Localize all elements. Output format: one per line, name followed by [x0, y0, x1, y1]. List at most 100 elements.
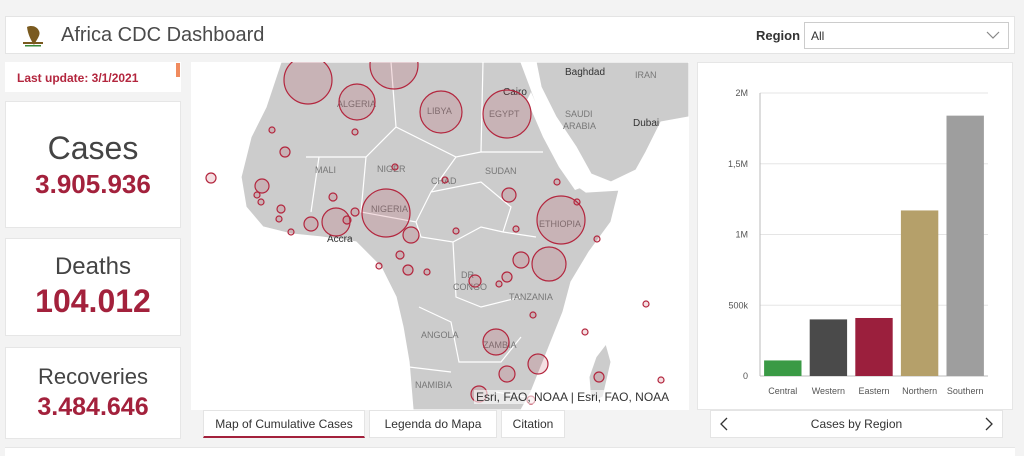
case-circle[interactable]	[496, 281, 502, 287]
dashboard-header: Africa CDC Dashboard Region All	[5, 16, 1015, 54]
tab-map-of-cumulative-cases[interactable]: Map of Cumulative Cases	[203, 410, 365, 438]
region-label: Region	[756, 28, 800, 43]
case-circle[interactable]	[329, 193, 337, 201]
x-tick-label: Southern	[947, 386, 984, 396]
recoveries-label: Recoveries	[6, 364, 180, 390]
x-tick-label: Northern	[902, 386, 937, 396]
case-circle[interactable]	[594, 372, 604, 382]
case-circle[interactable]	[483, 90, 531, 138]
map-label-iran: IRAN	[635, 70, 657, 80]
case-circle[interactable]	[554, 179, 560, 185]
scroll-indicator	[176, 63, 180, 77]
map-label-namibia: NAMIBIA	[415, 380, 452, 390]
cases-label: Cases	[6, 130, 180, 167]
bar-eastern[interactable]	[855, 318, 892, 376]
cases-value: 3.905.936	[6, 169, 180, 200]
case-circle[interactable]	[351, 208, 359, 216]
case-circle[interactable]	[513, 226, 519, 232]
case-circle[interactable]	[499, 366, 515, 382]
case-circle[interactable]	[277, 205, 285, 213]
case-circle[interactable]	[594, 236, 600, 242]
case-circle[interactable]	[352, 129, 358, 135]
y-tick-label: 1M	[735, 230, 748, 240]
x-tick-label: Eastern	[858, 386, 889, 396]
case-circle[interactable]	[513, 252, 529, 268]
map-canvas[interactable]: Baghdad IRAN Cairo SAUDI ARABIA Dubai AL…	[191, 62, 689, 410]
case-circle[interactable]	[502, 272, 512, 282]
chart-nav-label: Cases by Region	[711, 417, 1002, 431]
case-circle[interactable]	[420, 91, 462, 133]
case-circle[interactable]	[643, 301, 649, 307]
y-tick-label: 1,5M	[728, 159, 748, 169]
map-label-angola: ANGOLA	[421, 330, 459, 340]
case-circle[interactable]	[304, 217, 318, 231]
case-circle[interactable]	[582, 329, 588, 335]
case-circle[interactable]	[424, 269, 430, 275]
tab-citation[interactable]: Citation	[501, 410, 565, 438]
case-circle[interactable]	[392, 164, 398, 170]
bar-southern[interactable]	[947, 116, 984, 376]
chevron-down-icon	[986, 31, 1000, 40]
case-circle[interactable]	[280, 147, 290, 157]
case-circle[interactable]	[276, 216, 282, 222]
region-dropdown[interactable]: All	[804, 22, 1009, 49]
footer-strip	[5, 447, 1015, 456]
map-label-niger: NIGER	[377, 164, 406, 174]
case-circle[interactable]	[254, 192, 260, 198]
case-circle[interactable]	[403, 227, 419, 243]
case-circle[interactable]	[269, 127, 275, 133]
cases-map[interactable]: Baghdad IRAN Cairo SAUDI ARABIA Dubai AL…	[191, 62, 689, 410]
case-circle[interactable]	[483, 329, 509, 355]
case-circle[interactable]	[284, 62, 332, 104]
deaths-card: Deaths 104.012	[5, 238, 181, 336]
tab-legenda-do-mapa[interactable]: Legenda do Mapa	[369, 410, 497, 438]
deaths-label: Deaths	[6, 253, 180, 281]
case-circle[interactable]	[502, 188, 516, 202]
map-label-sudan: SUDAN	[485, 166, 517, 176]
region-dropdown-value: All	[811, 29, 824, 43]
case-circle[interactable]	[206, 173, 216, 183]
map-label-baghdad: Baghdad	[565, 67, 605, 78]
y-tick-label: 2M	[735, 88, 748, 98]
case-circle[interactable]	[258, 199, 264, 205]
case-circle[interactable]	[530, 312, 536, 318]
recoveries-card: Recoveries 3.484.646	[5, 347, 181, 439]
last-update-panel: Last update: 3/1/2021	[5, 62, 181, 92]
case-circle[interactable]	[339, 84, 375, 120]
y-tick-label: 500k	[728, 300, 748, 310]
bar-western[interactable]	[810, 319, 847, 376]
map-label-mali: MALI	[315, 165, 336, 175]
chart-navigation: Cases by Region	[710, 410, 1003, 438]
case-circle[interactable]	[658, 377, 664, 383]
map-label-tanzania: TANZANIA	[509, 292, 553, 302]
case-circle[interactable]	[574, 199, 580, 205]
case-circle[interactable]	[396, 251, 404, 259]
deaths-value: 104.012	[6, 283, 180, 320]
bar-central[interactable]	[764, 360, 801, 376]
case-circle[interactable]	[442, 177, 448, 183]
map-attribution: Esri, FAO, NOAA | Esri, FAO, NOAA	[474, 390, 671, 404]
app-title: Africa CDC Dashboard	[61, 24, 264, 47]
cases-card: Cases 3.905.936	[5, 101, 181, 228]
case-circle[interactable]	[453, 228, 459, 234]
cases-by-region-chart: 0 500k 1M 1,5M 2M Central Western Eastern Northe…	[697, 62, 1013, 410]
map-label-saudi: SAUDI	[565, 109, 593, 119]
bar-northern[interactable]	[901, 210, 938, 376]
map-label-arabia: ARABIA	[563, 121, 596, 131]
case-circle[interactable]	[403, 265, 413, 275]
chevron-right-icon[interactable]	[984, 417, 994, 431]
map-label-dubai: Dubai	[633, 118, 659, 129]
africa-cdc-logo-icon	[20, 23, 46, 49]
x-tick-label: Central	[768, 386, 797, 396]
y-tick-label: 0	[743, 371, 748, 381]
recoveries-value: 3.484.646	[6, 393, 180, 422]
case-circle[interactable]	[288, 229, 294, 235]
case-circle[interactable]	[343, 216, 351, 224]
case-circle[interactable]	[255, 179, 269, 193]
case-circle[interactable]	[532, 247, 566, 281]
case-circle[interactable]	[362, 189, 410, 237]
case-circle[interactable]	[469, 275, 481, 287]
case-circle[interactable]	[528, 354, 548, 374]
x-tick-label: Western	[812, 386, 845, 396]
case-circle[interactable]	[376, 263, 382, 269]
